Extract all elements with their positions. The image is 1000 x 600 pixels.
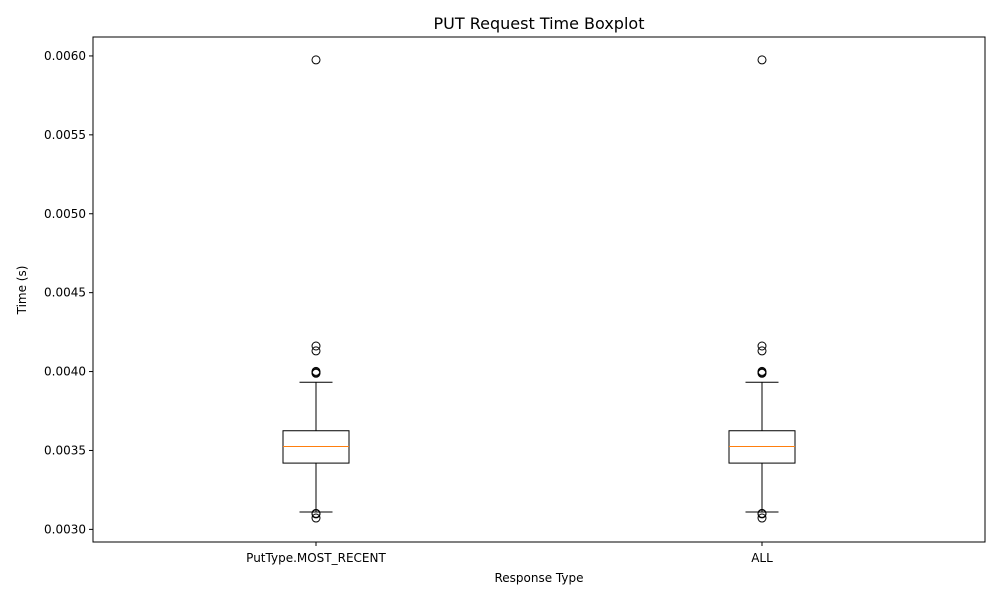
y-axis: 0.0030 0.0035 0.0040 0.0045 0.0050 0.0055 0.00… [44, 49, 93, 536]
y-tick-label: 0.0055 [44, 128, 86, 142]
y-tick-label: 0.0035 [44, 443, 86, 457]
outlier-point [311, 341, 321, 351]
x-axis: PutType.MOST_RECENT ALL [246, 542, 773, 565]
boxes-group [282, 55, 796, 523]
outlier-point [311, 508, 321, 518]
y-tick-label: 0.0060 [44, 49, 86, 63]
outlier-point [757, 513, 767, 523]
outlier-point [311, 366, 321, 376]
y-tick-label: 0.0030 [44, 522, 86, 536]
outlier-point [311, 513, 321, 523]
outlier-point [757, 55, 767, 65]
x-tick-label: ALL [751, 551, 773, 565]
outlier-point [757, 341, 767, 351]
outlier-point [757, 346, 767, 356]
y-tick-label: 0.0040 [44, 365, 86, 379]
outlier-point [311, 55, 321, 65]
y-tick-label: 0.0050 [44, 207, 86, 221]
chart-title: PUT Request Time Boxplot [434, 14, 645, 33]
x-tick-label: PutType.MOST_RECENT [246, 551, 386, 565]
plot-frame [92, 36, 986, 543]
outlier-point [311, 346, 321, 356]
x-axis-label: Response Type [494, 571, 583, 585]
y-axis-label: Time (s) [15, 266, 29, 316]
outlier-point [757, 366, 767, 376]
y-tick-label: 0.0045 [44, 286, 86, 300]
outlier-point [757, 508, 767, 518]
